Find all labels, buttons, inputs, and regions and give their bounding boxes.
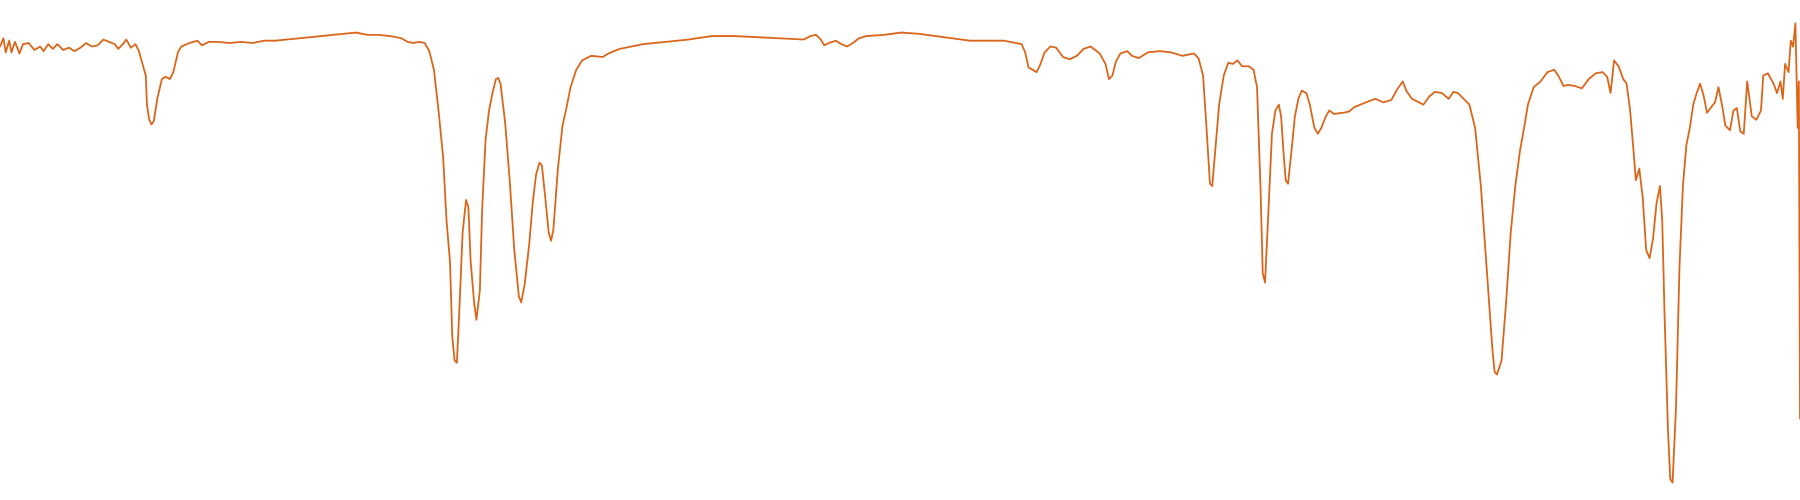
spectrum-line [0,22,1800,484]
